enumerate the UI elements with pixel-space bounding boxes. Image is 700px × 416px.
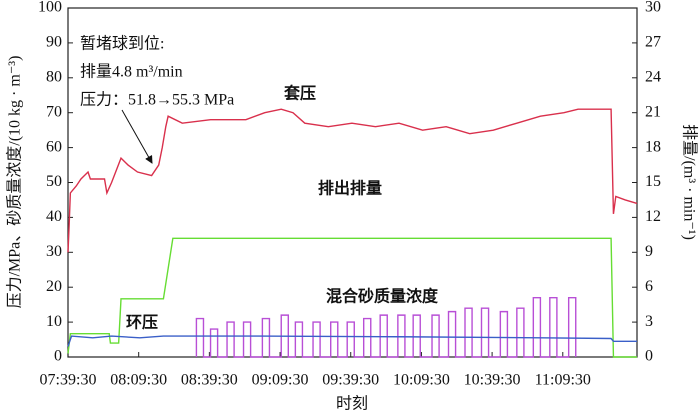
y2-tick-label: 27 <box>645 34 661 51</box>
y-tick-label: 100 <box>38 0 62 16</box>
series-label: 环压 <box>126 314 158 332</box>
series-line <box>195 296 577 358</box>
y2-tick-label: 6 <box>645 278 653 295</box>
y2-tick-label: 3 <box>645 313 653 330</box>
x-tick-label: 10:09:30 <box>393 372 450 389</box>
series-line <box>67 237 637 358</box>
x-tick-label: 09:39:30 <box>322 372 379 389</box>
y2-tick-label: 24 <box>645 68 661 85</box>
annotation-arrow <box>121 109 153 164</box>
y-tick-label: 20 <box>46 278 62 295</box>
y2-axis-title: 排量/(m³ · min⁻¹) <box>680 124 698 240</box>
series-label: 混合砂质量浓度 <box>326 287 439 306</box>
y-axis-title: 压力/MPa、砂质量浓度/(10 kg · m⁻³) <box>6 56 24 309</box>
y2-tick-label: 15 <box>645 173 661 190</box>
annotation: 暂堵球到位: <box>80 35 164 53</box>
y2-tick-label: 9 <box>645 243 653 260</box>
y-tick-label: 90 <box>46 34 62 51</box>
y-tick-label: 80 <box>46 68 62 85</box>
annotation: 排量4.8 m³/min <box>80 63 183 81</box>
y-tick-label: 60 <box>46 138 62 155</box>
y-tick-label: 0 <box>54 348 62 365</box>
x-tick-label: 10:39:30 <box>464 372 521 389</box>
x-tick-label: 09:09:30 <box>252 372 309 389</box>
y2-tick-label: 18 <box>645 138 661 155</box>
y2-tick-label: 12 <box>645 208 661 225</box>
series-label: 套压 <box>283 84 316 103</box>
x-tick-label: 11:09:30 <box>535 372 591 389</box>
series-line <box>67 335 637 347</box>
y-tick-label: 50 <box>46 173 62 190</box>
x-tick-label: 08:09:30 <box>110 372 167 389</box>
x-tick-label: 07:39:30 <box>40 372 97 389</box>
y-tick-label: 40 <box>46 208 62 225</box>
y2-tick-label: 0 <box>645 348 653 365</box>
y2-tick-label: 30 <box>645 0 661 16</box>
y2-tick-label: 21 <box>645 103 661 120</box>
x-axis-title: 时刻 <box>336 395 368 413</box>
series-line <box>67 108 638 253</box>
y-tick-label: 10 <box>46 313 62 330</box>
y-tick-label: 70 <box>46 103 62 120</box>
y-tick-label: 30 <box>46 243 62 260</box>
series-label: 排出排量 <box>318 179 382 198</box>
x-tick-label: 08:39:30 <box>181 372 238 389</box>
annotation: 压力：51.8→55.3 MPa <box>80 91 234 109</box>
